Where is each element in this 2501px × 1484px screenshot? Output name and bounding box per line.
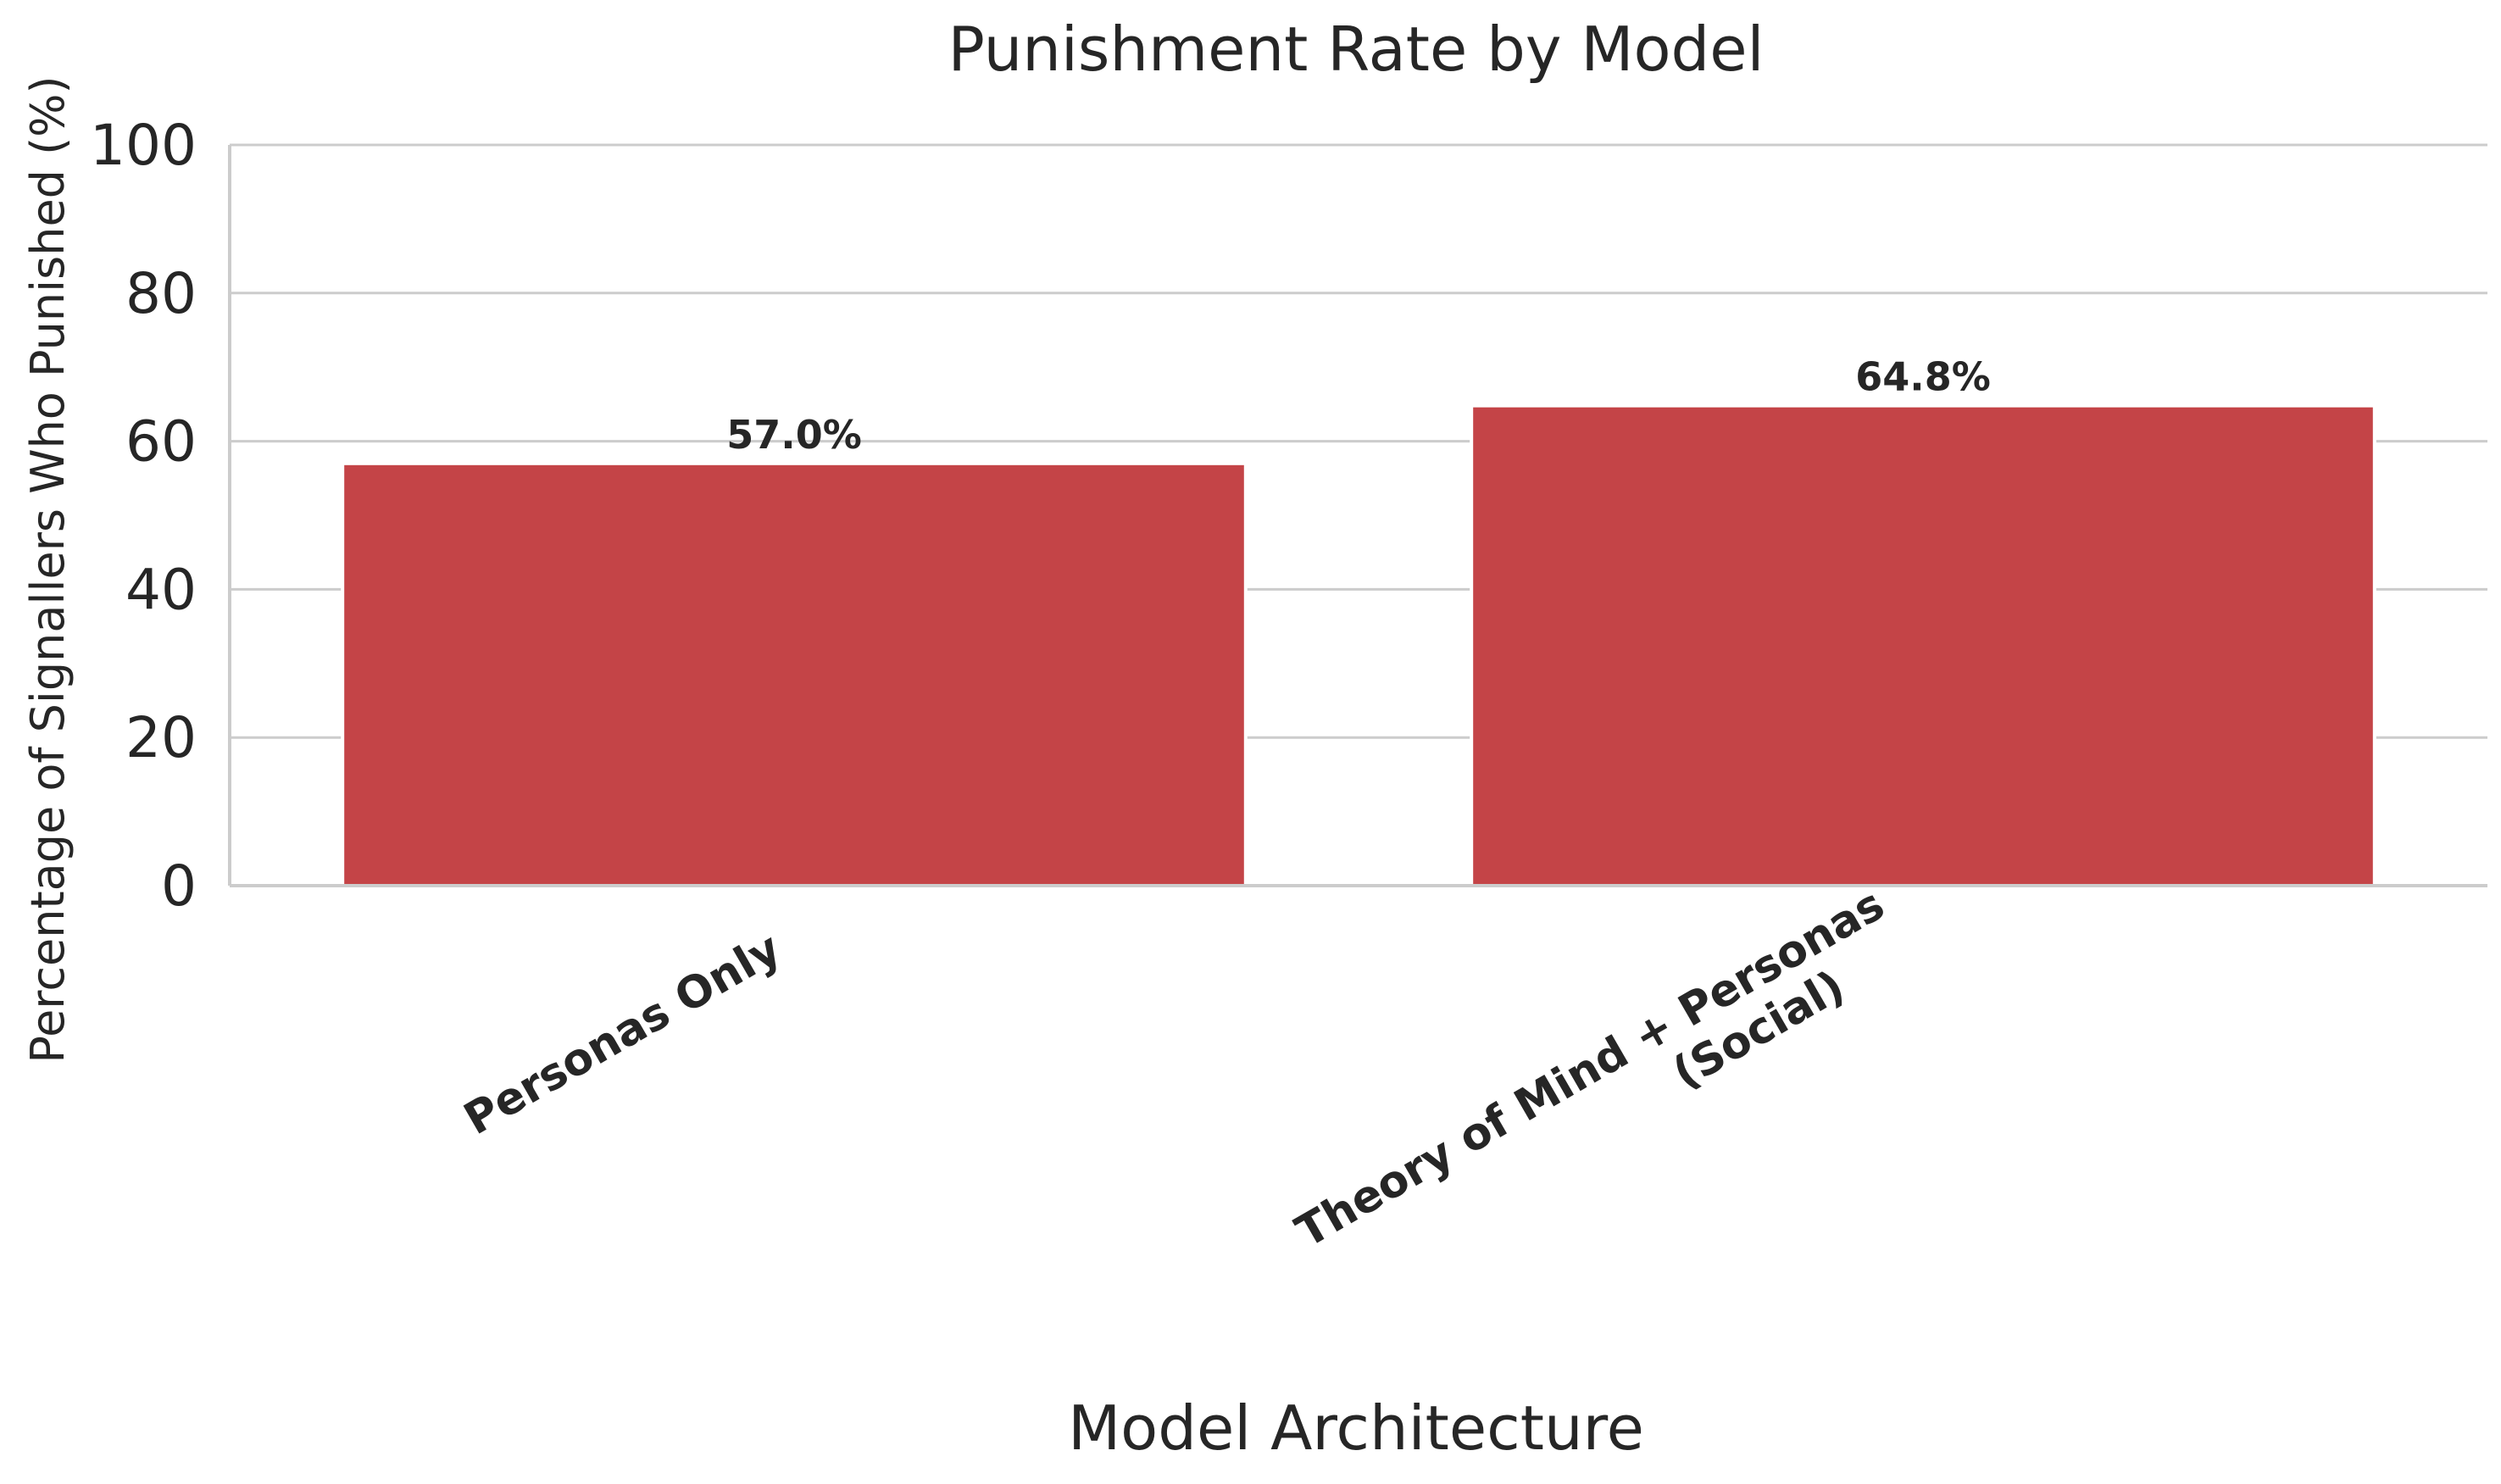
bars [341, 403, 2376, 887]
y-tick-label: 0 [161, 853, 197, 919]
y-tick-labels: 0 20 40 60 80 100 [90, 113, 197, 919]
y-tick-label: 80 [125, 261, 197, 326]
axis-spines [228, 145, 2487, 887]
y-axis-label: Percentage of Signallers Who Punished (%… [21, 75, 75, 1063]
y-tick-label: 60 [125, 409, 197, 475]
y-tick-label: 40 [125, 557, 197, 622]
bar [1470, 403, 2376, 887]
bar [341, 461, 1248, 887]
y-tick-label: 100 [90, 113, 197, 178]
value-labels: 57.0% 64.8% [726, 354, 1991, 458]
x-axis-label: Model Architecture [1068, 1392, 1644, 1464]
data-label: 57.0% [726, 412, 862, 458]
y-tick-label: 20 [125, 705, 197, 770]
chart-title: Punishment Rate by Model [948, 14, 1764, 85]
data-label: 64.8% [1855, 354, 1991, 400]
